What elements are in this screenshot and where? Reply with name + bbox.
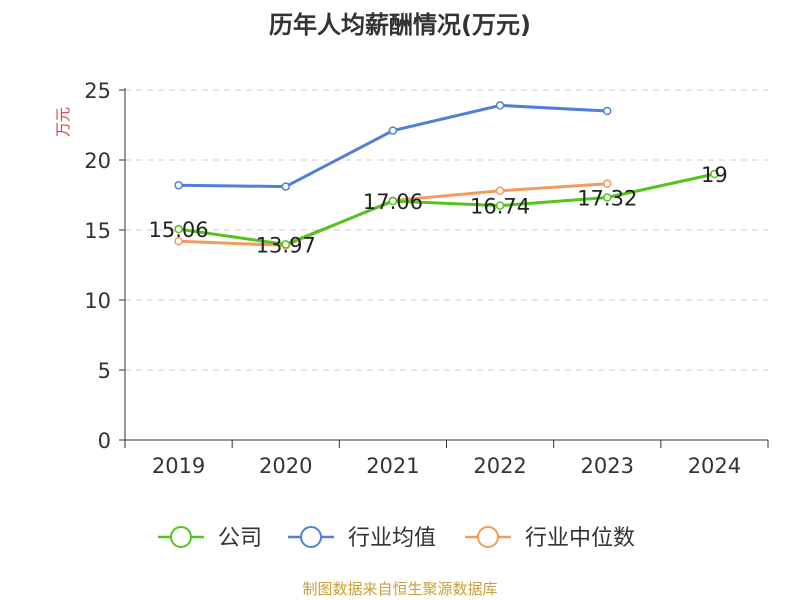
x-tick-label: 2020 xyxy=(259,454,312,478)
legend-label: 行业中位数 xyxy=(525,526,635,551)
data-labels: 15.06 13.97 17.06 16.74 17.32 19 xyxy=(149,163,728,257)
legend-item-0: 公司 xyxy=(158,526,262,551)
series-line-1 xyxy=(178,103,608,189)
x-tick-label: 2019 xyxy=(152,454,205,478)
y-tick-label: 5 xyxy=(98,359,111,383)
series-point-2 xyxy=(603,179,612,189)
y-tick-label: 15 xyxy=(84,219,111,243)
series-point-1 xyxy=(388,126,398,135)
series-point-0 xyxy=(710,169,719,179)
data-label: 16.74 xyxy=(470,195,530,219)
data-label: 17.06 xyxy=(363,190,423,214)
source-note: 制图数据来自恒生聚源数据库 xyxy=(302,580,497,598)
legend-label: 行业均值 xyxy=(348,526,436,551)
legend-swatch-marker xyxy=(477,526,499,548)
series-point-0 xyxy=(174,224,183,234)
x-tick-label: 2021 xyxy=(366,454,419,478)
series-point-0 xyxy=(495,201,505,210)
data-label: 13.97 xyxy=(256,233,316,257)
series-point-0 xyxy=(603,193,612,202)
data-label: 19 xyxy=(701,163,728,187)
y-tick-label: 25 xyxy=(84,79,111,103)
series-point-2 xyxy=(174,236,183,246)
series-point-0 xyxy=(281,240,290,249)
chart-title: 历年人均薪酬情况(万元) xyxy=(269,11,531,39)
series-point-1 xyxy=(174,180,183,190)
series-point-1 xyxy=(603,106,612,116)
legend-swatch-marker xyxy=(170,526,192,548)
series-point-0 xyxy=(388,196,398,206)
data-label: 15.06 xyxy=(149,218,209,242)
series-layer xyxy=(174,101,719,250)
legend: 公司 行业均值 行业中位数 xyxy=(158,526,635,551)
grid-lines xyxy=(125,89,768,371)
legend-label: 公司 xyxy=(218,526,262,551)
series-line-0 xyxy=(178,172,715,246)
axes: 0 5 10 15 20 25 2019 2020 2021 2022 2023 2024 xyxy=(84,79,769,478)
x-tick-label: 2023 xyxy=(581,454,634,478)
legend-item-2: 行业中位数 xyxy=(465,526,635,551)
y-tick-label: 0 xyxy=(98,429,111,453)
x-tick-label: 2024 xyxy=(688,454,741,478)
y-tick-label: 20 xyxy=(84,149,111,173)
legend-swatch-marker xyxy=(300,526,322,548)
series-point-1 xyxy=(281,182,290,191)
series-point-2 xyxy=(495,186,505,196)
legend-item-1: 行业均值 xyxy=(288,526,436,551)
y-axis-label: 万元 xyxy=(54,107,72,137)
data-label: 17.32 xyxy=(577,187,637,211)
x-tick-label: 2022 xyxy=(473,454,526,478)
y-tick-label: 10 xyxy=(84,289,111,313)
series-point-1 xyxy=(495,101,505,110)
